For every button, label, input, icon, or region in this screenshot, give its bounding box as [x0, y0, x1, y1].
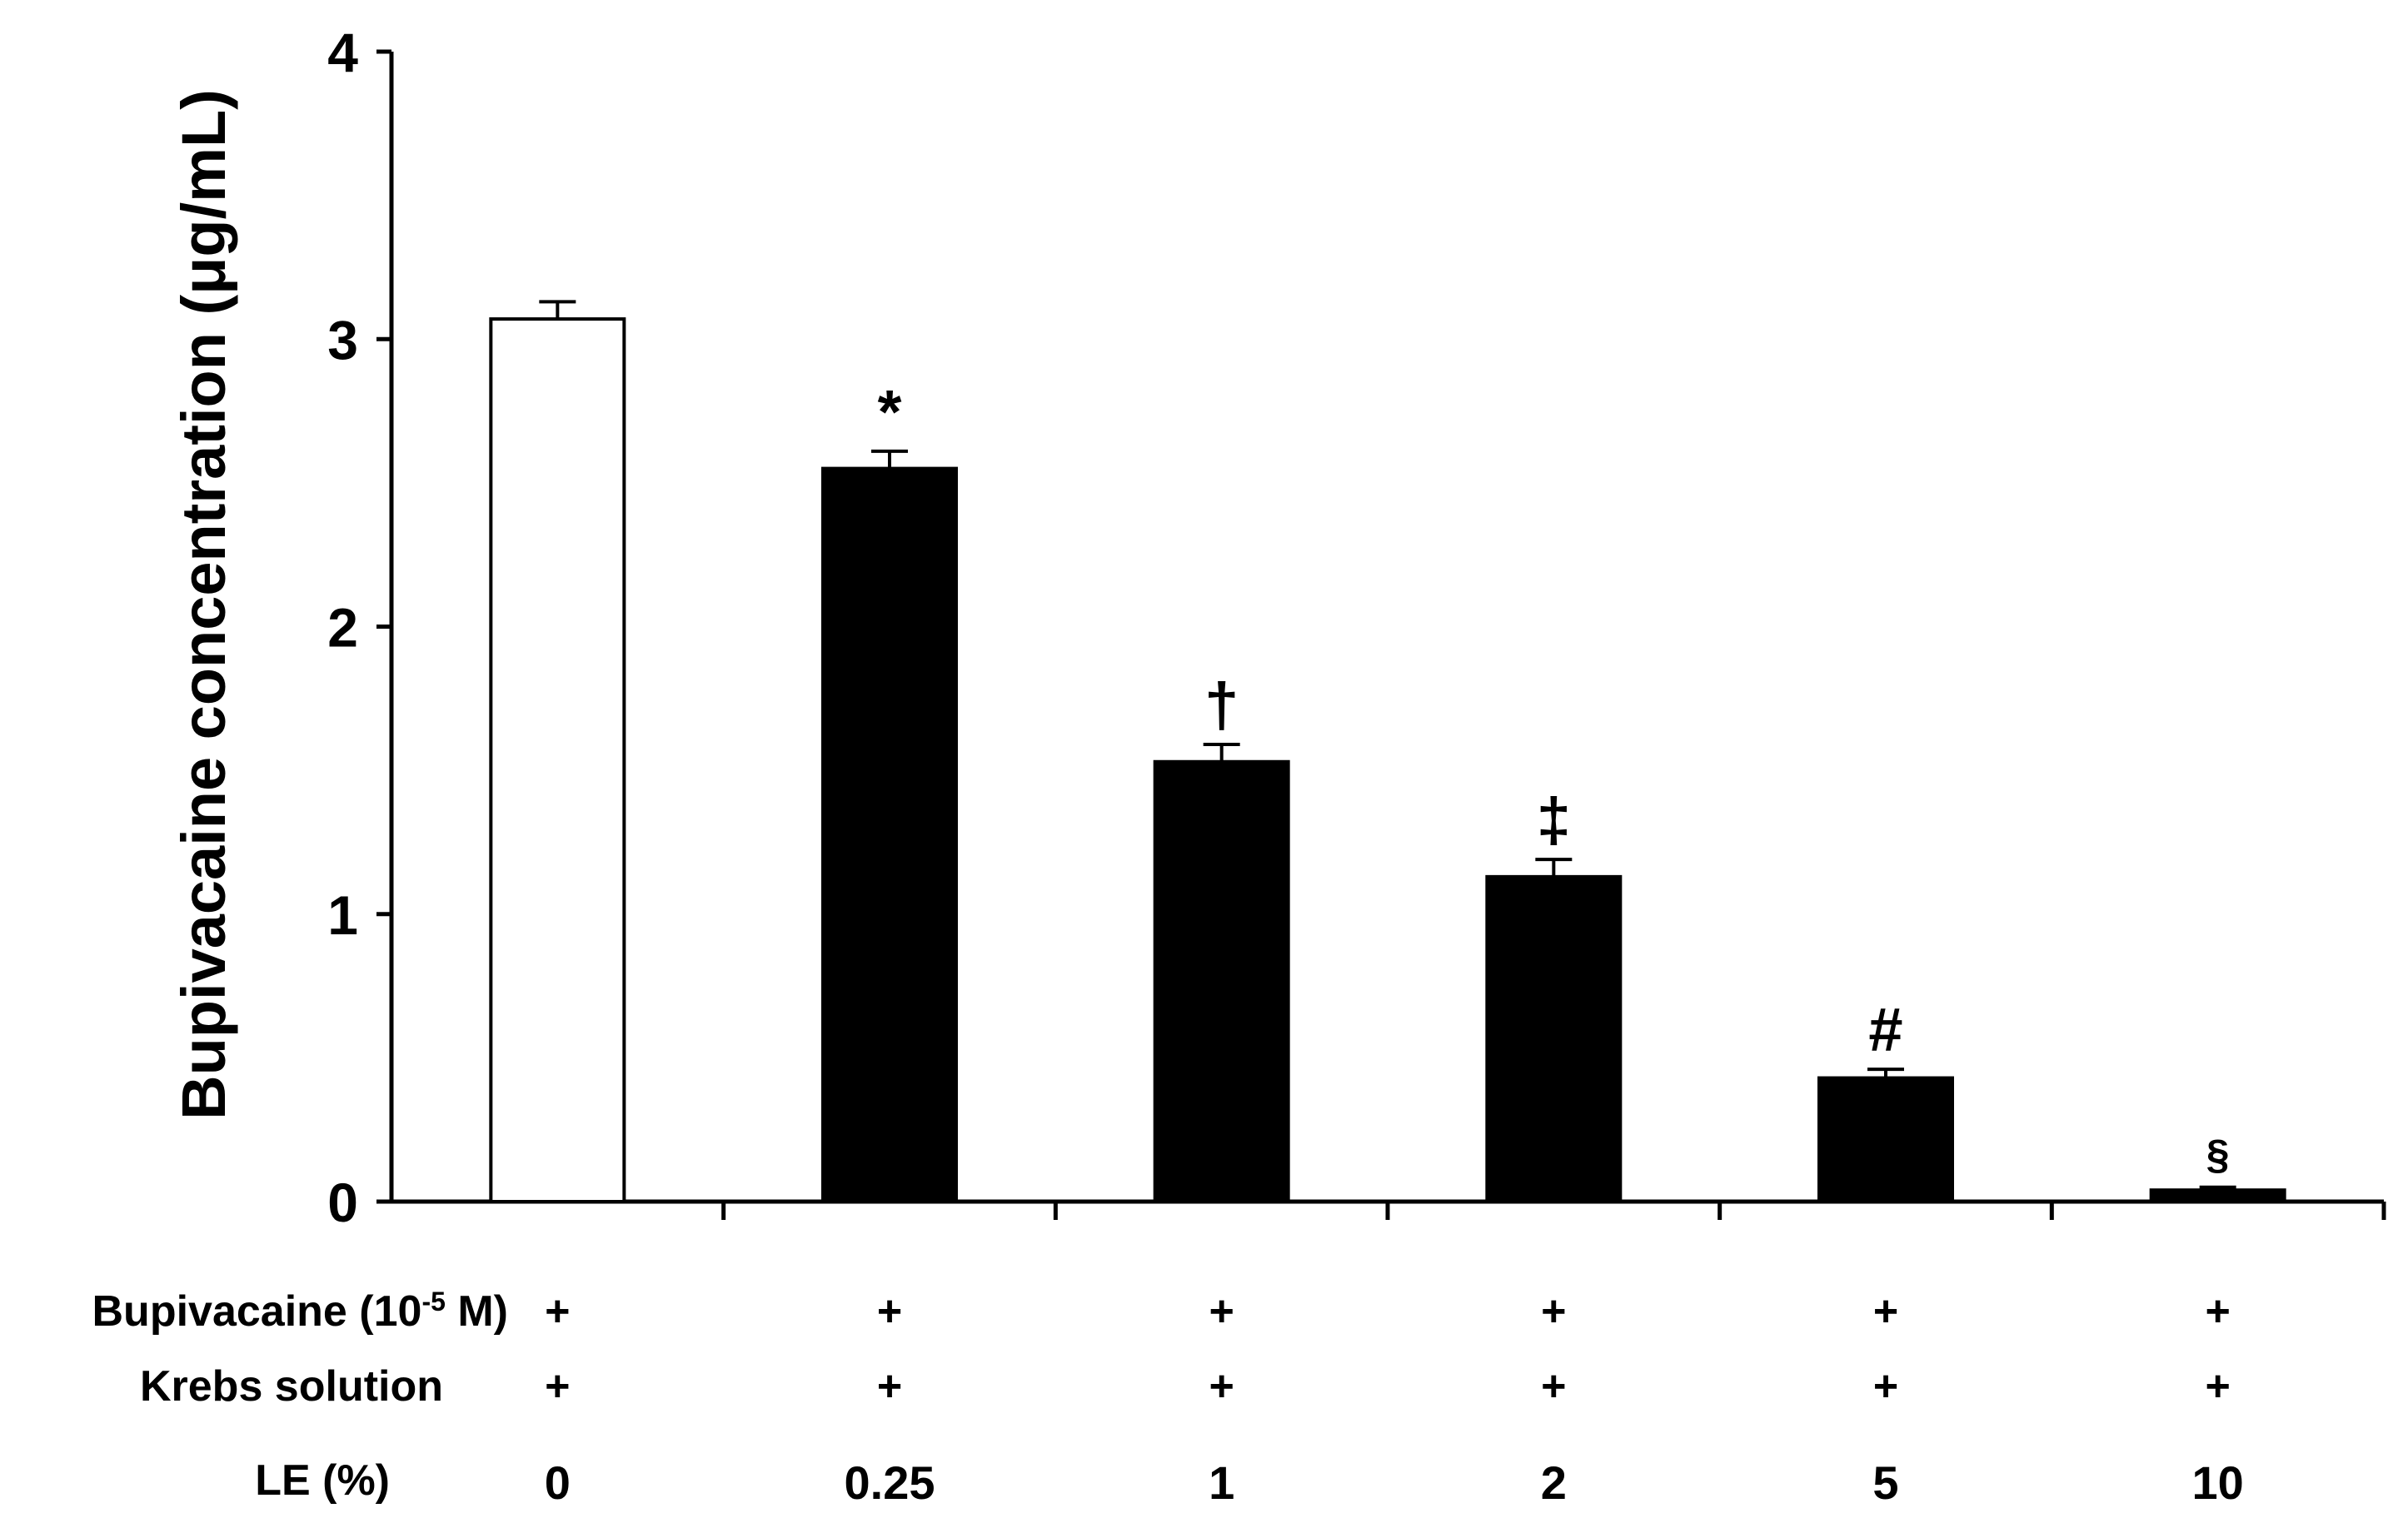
y-tick-label: 3 — [327, 309, 358, 371]
bar — [1153, 759, 1290, 1203]
krebs-row-cell: + — [1209, 1362, 1234, 1411]
bar — [821, 466, 958, 1203]
axes: 0 1 2 3 4 — [327, 22, 2386, 1233]
krebs-row-label: Krebs solution — [140, 1362, 443, 1411]
bupivacaine-row-label: Bupivacaine (10-5 M) — [92, 1287, 509, 1336]
significance-mark: † — [1204, 670, 1239, 739]
bar — [1485, 874, 1623, 1204]
bupivacaine-row-cell: + — [1209, 1287, 1234, 1336]
y-tick-label: 0 — [327, 1172, 358, 1233]
y-axis-label: Bupivacaine concentration (μg/mL) — [169, 89, 238, 1120]
krebs-row-cell: + — [1873, 1362, 1898, 1411]
y-tick-label: 1 — [327, 884, 358, 946]
y-tick-label: 4 — [327, 22, 358, 83]
krebs-row-cell: + — [545, 1362, 570, 1411]
bar — [489, 317, 626, 1203]
le-row-cell: 0 — [545, 1456, 571, 1509]
bar — [2149, 1188, 2286, 1203]
le-row-label: LE (%) — [255, 1456, 390, 1505]
significance-mark: ‡ — [1537, 785, 1571, 854]
bupivacaine-row-cell: + — [1873, 1287, 1898, 1336]
bupivacaine-row-cell: + — [545, 1287, 570, 1336]
krebs-row-cell: + — [877, 1362, 902, 1411]
significance-mark: # — [1868, 995, 1902, 1064]
y-tick-label: 2 — [327, 597, 358, 659]
bupivacaine-row-cell: + — [2205, 1287, 2230, 1336]
significance-mark: * — [878, 377, 902, 446]
le-row-cell: 1 — [1209, 1456, 1234, 1509]
significance-mark: § — [2206, 1132, 2230, 1178]
le-row-cell: 2 — [1541, 1456, 1567, 1509]
le-row-cell: 0.25 — [845, 1456, 935, 1509]
krebs-row-cell: + — [1541, 1362, 1566, 1411]
labels: + +0 + +0.25 + +1 + +2 + +5 + +10 — [545, 1287, 2244, 1509]
bupivacaine-row-cell: + — [1541, 1287, 1566, 1336]
krebs-row-cell: + — [2205, 1362, 2230, 1411]
bar — [1817, 1076, 1954, 1203]
le-row-cell: 5 — [1872, 1456, 1898, 1509]
le-row-cell: 10 — [2192, 1456, 2244, 1509]
bupivacaine-row-cell: + — [877, 1287, 902, 1336]
bars: * † ‡ # § — [489, 300, 2286, 1204]
